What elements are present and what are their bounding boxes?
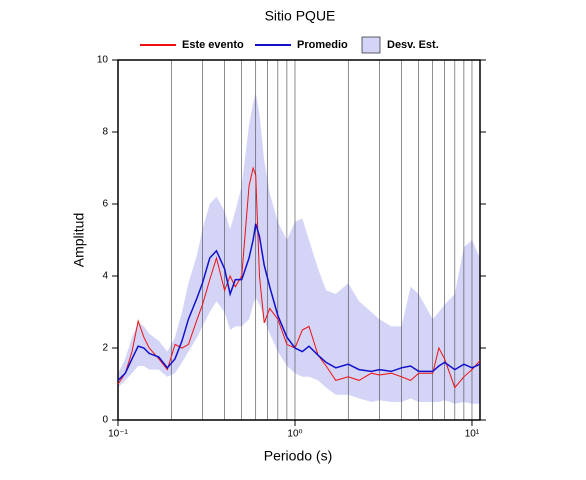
legend-label: Desv. Est. — [387, 39, 439, 51]
x-tick-label: 10⁰ — [287, 429, 302, 440]
x-axis-label: Periodo (s) — [264, 448, 332, 464]
y-tick-label: 8 — [102, 127, 108, 138]
plot-frame — [117, 59, 481, 421]
y-tick-label: 6 — [102, 199, 108, 210]
series-line — [117, 166, 481, 389]
legend-label: Este evento — [182, 39, 244, 51]
legend-label: Promedio — [297, 39, 348, 51]
y-tick-label: 0 — [102, 415, 108, 426]
series-line — [117, 223, 481, 381]
y-tick-label: 2 — [102, 343, 108, 354]
legend-swatch — [361, 36, 381, 54]
std-band — [118, 92, 480, 404]
x-tick-label: 10¹ — [465, 429, 480, 440]
x-tick-label: 10⁻¹ — [108, 429, 128, 440]
chart-title: Sitio PQUE — [265, 8, 336, 24]
y-tick-label: 10 — [97, 55, 109, 66]
y-axis-label: Amplitud — [71, 213, 87, 267]
y-tick-label: 4 — [102, 271, 108, 282]
